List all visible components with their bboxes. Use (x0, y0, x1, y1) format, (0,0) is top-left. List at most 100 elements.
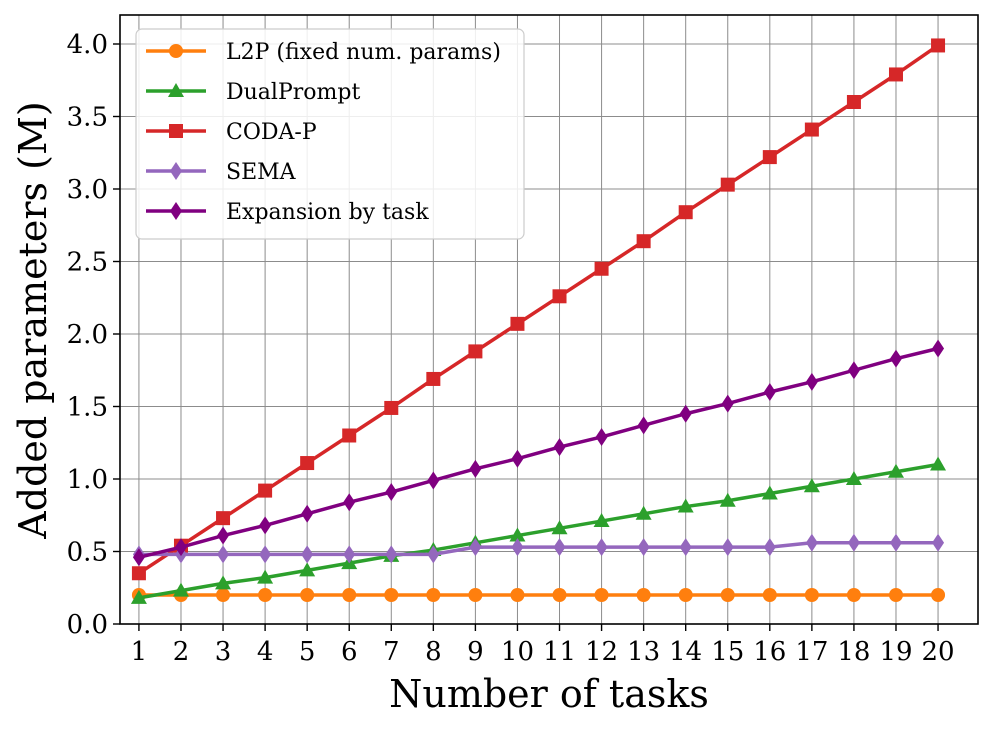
x-tick-label: 8 (425, 637, 442, 667)
data-point (258, 588, 273, 602)
series-0 (131, 588, 946, 602)
x-axis-label: Number of tasks (389, 672, 709, 716)
data-point (803, 478, 820, 493)
data-point (636, 588, 651, 602)
data-point (510, 316, 525, 331)
data-point (259, 516, 272, 535)
series-line (138, 541, 939, 557)
data-point (553, 538, 566, 557)
series-line (138, 346, 939, 560)
x-tick-label: 19 (879, 637, 912, 667)
x-tick-label: 1 (131, 637, 148, 667)
data-point (468, 588, 483, 602)
series-line (137, 44, 940, 575)
data-point (384, 588, 399, 602)
data-point (678, 205, 693, 220)
y-tick-label: 3.0 (67, 175, 108, 205)
data-point (888, 588, 903, 602)
data-point (427, 471, 440, 490)
data-point (930, 456, 947, 471)
data-point (932, 533, 945, 552)
y-tick-label: 0.5 (67, 538, 108, 568)
data-point (594, 588, 609, 602)
data-point (847, 361, 860, 380)
data-point (217, 526, 230, 545)
data-point (130, 589, 147, 604)
data-point (552, 588, 567, 602)
data-point (257, 569, 274, 584)
data-point (887, 463, 904, 478)
data-point (888, 67, 903, 82)
data-point (805, 372, 818, 391)
data-point (131, 566, 146, 581)
data-point (595, 538, 608, 557)
data-point (299, 562, 316, 577)
data-point (763, 383, 776, 401)
data-point (343, 493, 356, 512)
data-point (132, 548, 145, 567)
x-tick-label: 9 (467, 637, 484, 667)
y-tick-label: 1.0 (67, 465, 108, 495)
data-point (931, 588, 946, 602)
data-point (635, 505, 652, 520)
data-point (552, 289, 567, 304)
x-tick-label: 17 (795, 637, 828, 667)
data-point (721, 394, 734, 413)
data-point (385, 545, 398, 564)
data-point (719, 492, 736, 507)
data-point (300, 588, 315, 602)
data-point (427, 545, 440, 564)
data-point (889, 349, 902, 368)
data-point (932, 339, 945, 358)
data-point (342, 428, 357, 443)
x-tick-label: 10 (501, 637, 534, 667)
data-point (469, 538, 482, 557)
data-point (636, 234, 651, 249)
data-point (553, 438, 566, 457)
y-axis-label: Added parameters (M) (11, 101, 55, 539)
data-point (469, 459, 482, 478)
data-point (720, 177, 735, 192)
legend-marker (170, 162, 182, 180)
series-2 (131, 38, 946, 581)
data-point (677, 498, 694, 513)
data-point (931, 38, 946, 53)
data-point (301, 504, 314, 523)
x-tick-label: 2 (173, 637, 190, 667)
series-4 (132, 339, 945, 567)
legend-label: SEMA (226, 160, 297, 185)
legend-marker (169, 124, 183, 138)
data-point (510, 588, 525, 602)
data-point (595, 427, 608, 446)
data-point (468, 344, 483, 359)
data-series (130, 38, 947, 604)
y-tick-label: 3.5 (67, 103, 108, 133)
x-tick-label: 11 (543, 637, 576, 667)
data-point (721, 538, 734, 557)
data-point (384, 400, 399, 415)
data-point (761, 485, 778, 500)
x-tick-label: 6 (341, 637, 358, 667)
axis-ticks: 1 2 3 4 5 6 7 8 9 10 11 12 13 14 15 16 17 18 19 200.00.51.0… (67, 30, 955, 667)
plot-frame (119, 14, 979, 625)
data-point (258, 483, 273, 498)
data-point (174, 538, 187, 557)
data-point (804, 122, 819, 137)
data-point (343, 545, 356, 564)
y-tick-label: 2.5 (67, 248, 108, 278)
data-point (845, 471, 862, 485)
data-point (172, 582, 189, 597)
x-tick-label: 3 (215, 637, 232, 667)
legend: L2P (fixed num. params) DualPrompt CODA-P S… (135, 28, 525, 240)
x-tick-label: 5 (299, 637, 316, 667)
data-point (509, 527, 526, 542)
x-tick-label: 18 (837, 637, 870, 667)
legend-label: L2P (fixed num. params) (226, 40, 501, 65)
data-point (426, 371, 441, 386)
data-point (679, 404, 692, 423)
series-3 (132, 533, 945, 564)
y-tick-label: 0.0 (67, 610, 108, 640)
data-point (511, 538, 524, 557)
x-tick-label: 7 (383, 637, 400, 667)
